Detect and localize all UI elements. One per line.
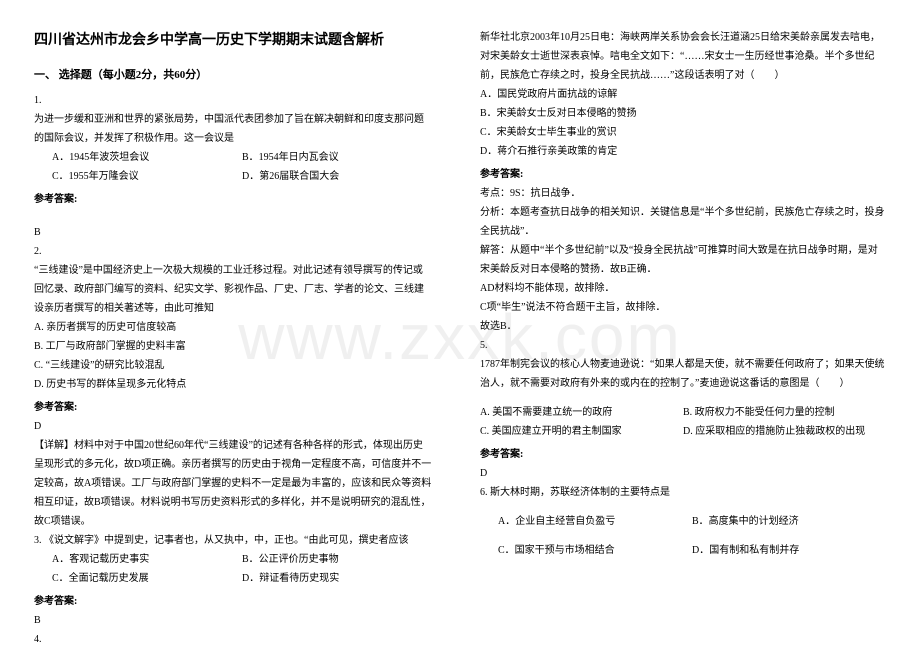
q1-text: 为进一步缓和亚洲和世界的紧张局势，中国派代表团参加了旨在解决朝鲜和印度支那问题的…: [34, 110, 432, 148]
q6-line: 6. 斯大林时期，苏联经济体制的主要特点是: [480, 483, 886, 502]
q2-answer-label: 参考答案:: [34, 398, 432, 417]
q4-ans-5: C项“毕生”说法不符合题干主旨，故排除．: [480, 298, 886, 317]
q4-ans-6: 故选B．: [480, 317, 886, 336]
q1-opt-d: D．第26届联合国大会: [242, 167, 432, 186]
q2-opt-d: D. 历史书写的群体呈现多元化特点: [34, 375, 432, 394]
left-column: 四川省达州市龙会乡中学高一历史下学期期末试题含解析 一、 选择题（每小题2分，共…: [0, 0, 460, 651]
q5-opt-b: B. 政府权力不能受任何力量的控制: [683, 403, 886, 422]
q6-opt-c: C．国家干预与市场相结合: [498, 541, 692, 560]
q3-row2: C．全面记载历史发展 D．辩证看待历史现实: [34, 569, 432, 588]
q4-opt-c: C．宋美龄女士毕生事业的赏识: [480, 123, 886, 142]
q4-opt-d: D．蒋介石推行亲美政策的肯定: [480, 142, 886, 161]
q1-opt-a: A．1945年波茨坦会议: [52, 148, 242, 167]
q5-text: 1787年制宪会议的核心人物麦迪逊说：“如果人都是天使，就不需要任何政府了；如果…: [480, 355, 886, 393]
q2-answer: D: [34, 417, 432, 436]
q1-number: 1.: [34, 91, 432, 110]
q5-row1: A. 美国不需要建立统一的政府 B. 政府权力不能受任何力量的控制: [480, 403, 886, 422]
q6-opt-a: A．企业自主经营自负盈亏: [498, 512, 692, 531]
q3-answer: B: [34, 611, 432, 630]
q1-row1: A．1945年波茨坦会议 B．1954年日内瓦会议: [34, 148, 432, 167]
q4-text: 新华社北京2003年10月25日电：海峡两岸关系协会会长汪道涵25日给宋美龄亲属…: [480, 28, 886, 85]
q4-answer-label: 参考答案:: [480, 165, 886, 184]
q4-number: 4.: [34, 630, 432, 649]
q5-opt-c: C. 美国应建立开明的君主制国家: [480, 422, 683, 441]
q4-ans-4: AD材料均不能体现，故排除．: [480, 279, 886, 298]
doc-title: 四川省达州市龙会乡中学高一历史下学期期末试题含解析: [34, 28, 432, 55]
page-container: 四川省达州市龙会乡中学高一历史下学期期末试题含解析 一、 选择题（每小题2分，共…: [0, 0, 920, 651]
q2-opt-c: C. “三线建设”的研究比较混乱: [34, 356, 432, 375]
q1-row2: C．1955年万隆会议 D．第26届联合国大会: [34, 167, 432, 186]
q3-opt-d: D．辩证看待历史现实: [242, 569, 432, 588]
q1-opt-b: B．1954年日内瓦会议: [242, 148, 432, 167]
q2-number: 2.: [34, 242, 432, 261]
q3-answer-label: 参考答案:: [34, 592, 432, 611]
q5-row2: C. 美国应建立开明的君主制国家 D. 应采取相应的措施防止独裁政权的出现: [480, 422, 886, 441]
q1-answer-label: 参考答案:: [34, 190, 432, 209]
q3-row1: A．客观记载历史事实 B．公正评价历史事物: [34, 550, 432, 569]
q5-opt-a: A. 美国不需要建立统一的政府: [480, 403, 683, 422]
q4-ans-3: 解答：从题中“半个多世纪前”以及“投身全民抗战”可推算时间大致是在抗日战争时期，…: [480, 241, 886, 279]
q4-ans-1: 考点：9S：抗日战争．: [480, 184, 886, 203]
q2-opt-b: B. 工厂与政府部门掌握的史料丰富: [34, 337, 432, 356]
q6-row2: C．国家干预与市场相结合 D．国有制和私有制并存: [480, 541, 886, 560]
q3-opt-b: B．公正评价历史事物: [242, 550, 432, 569]
q5-number: 5.: [480, 336, 886, 355]
q5-answer: D: [480, 464, 886, 483]
q3-line: 3. 《说文解字》中提到史，记事者也，从又执中，中，正也。“由此可见，撰史者应该: [34, 531, 432, 550]
q3-opt-a: A．客观记载历史事实: [52, 550, 242, 569]
q6-opt-b: B．高度集中的计划经济: [692, 512, 886, 531]
q5-answer-label: 参考答案:: [480, 445, 886, 464]
q1-answer: B: [34, 223, 432, 242]
right-column: 新华社北京2003年10月25日电：海峡两岸关系协会会长汪道涵25日给宋美龄亲属…: [460, 0, 920, 651]
q5-opt-d: D. 应采取相应的措施防止独裁政权的出现: [683, 422, 886, 441]
q2-opt-a: A. 亲历者撰写的历史可信度较高: [34, 318, 432, 337]
q4-ans-2: 分析：本题考查抗日战争的相关知识．关键信息是“半个多世纪前，民族危亡存续之时，投…: [480, 203, 886, 241]
q1-opt-c: C．1955年万隆会议: [52, 167, 242, 186]
q4-opt-b: B．宋美龄女士反对日本侵略的赞扬: [480, 104, 886, 123]
q6-row1: A．企业自主经营自负盈亏 B．高度集中的计划经济: [480, 512, 886, 531]
q6-opt-d: D．国有制和私有制并存: [692, 541, 886, 560]
q2-explanation: 【详解】材料中对于中国20世纪60年代“三线建设”的记述有各种各样的形式，体现出…: [34, 436, 432, 531]
section-heading: 一、 选择题（每小题2分，共60分）: [34, 65, 432, 86]
q2-text: “三线建设”是中国经济史上一次极大规模的工业迁移过程。对此记述有领导撰写的传记或…: [34, 261, 432, 318]
q3-opt-c: C．全面记载历史发展: [52, 569, 242, 588]
q4-opt-a: A．国民党政府片面抗战的谅解: [480, 85, 886, 104]
